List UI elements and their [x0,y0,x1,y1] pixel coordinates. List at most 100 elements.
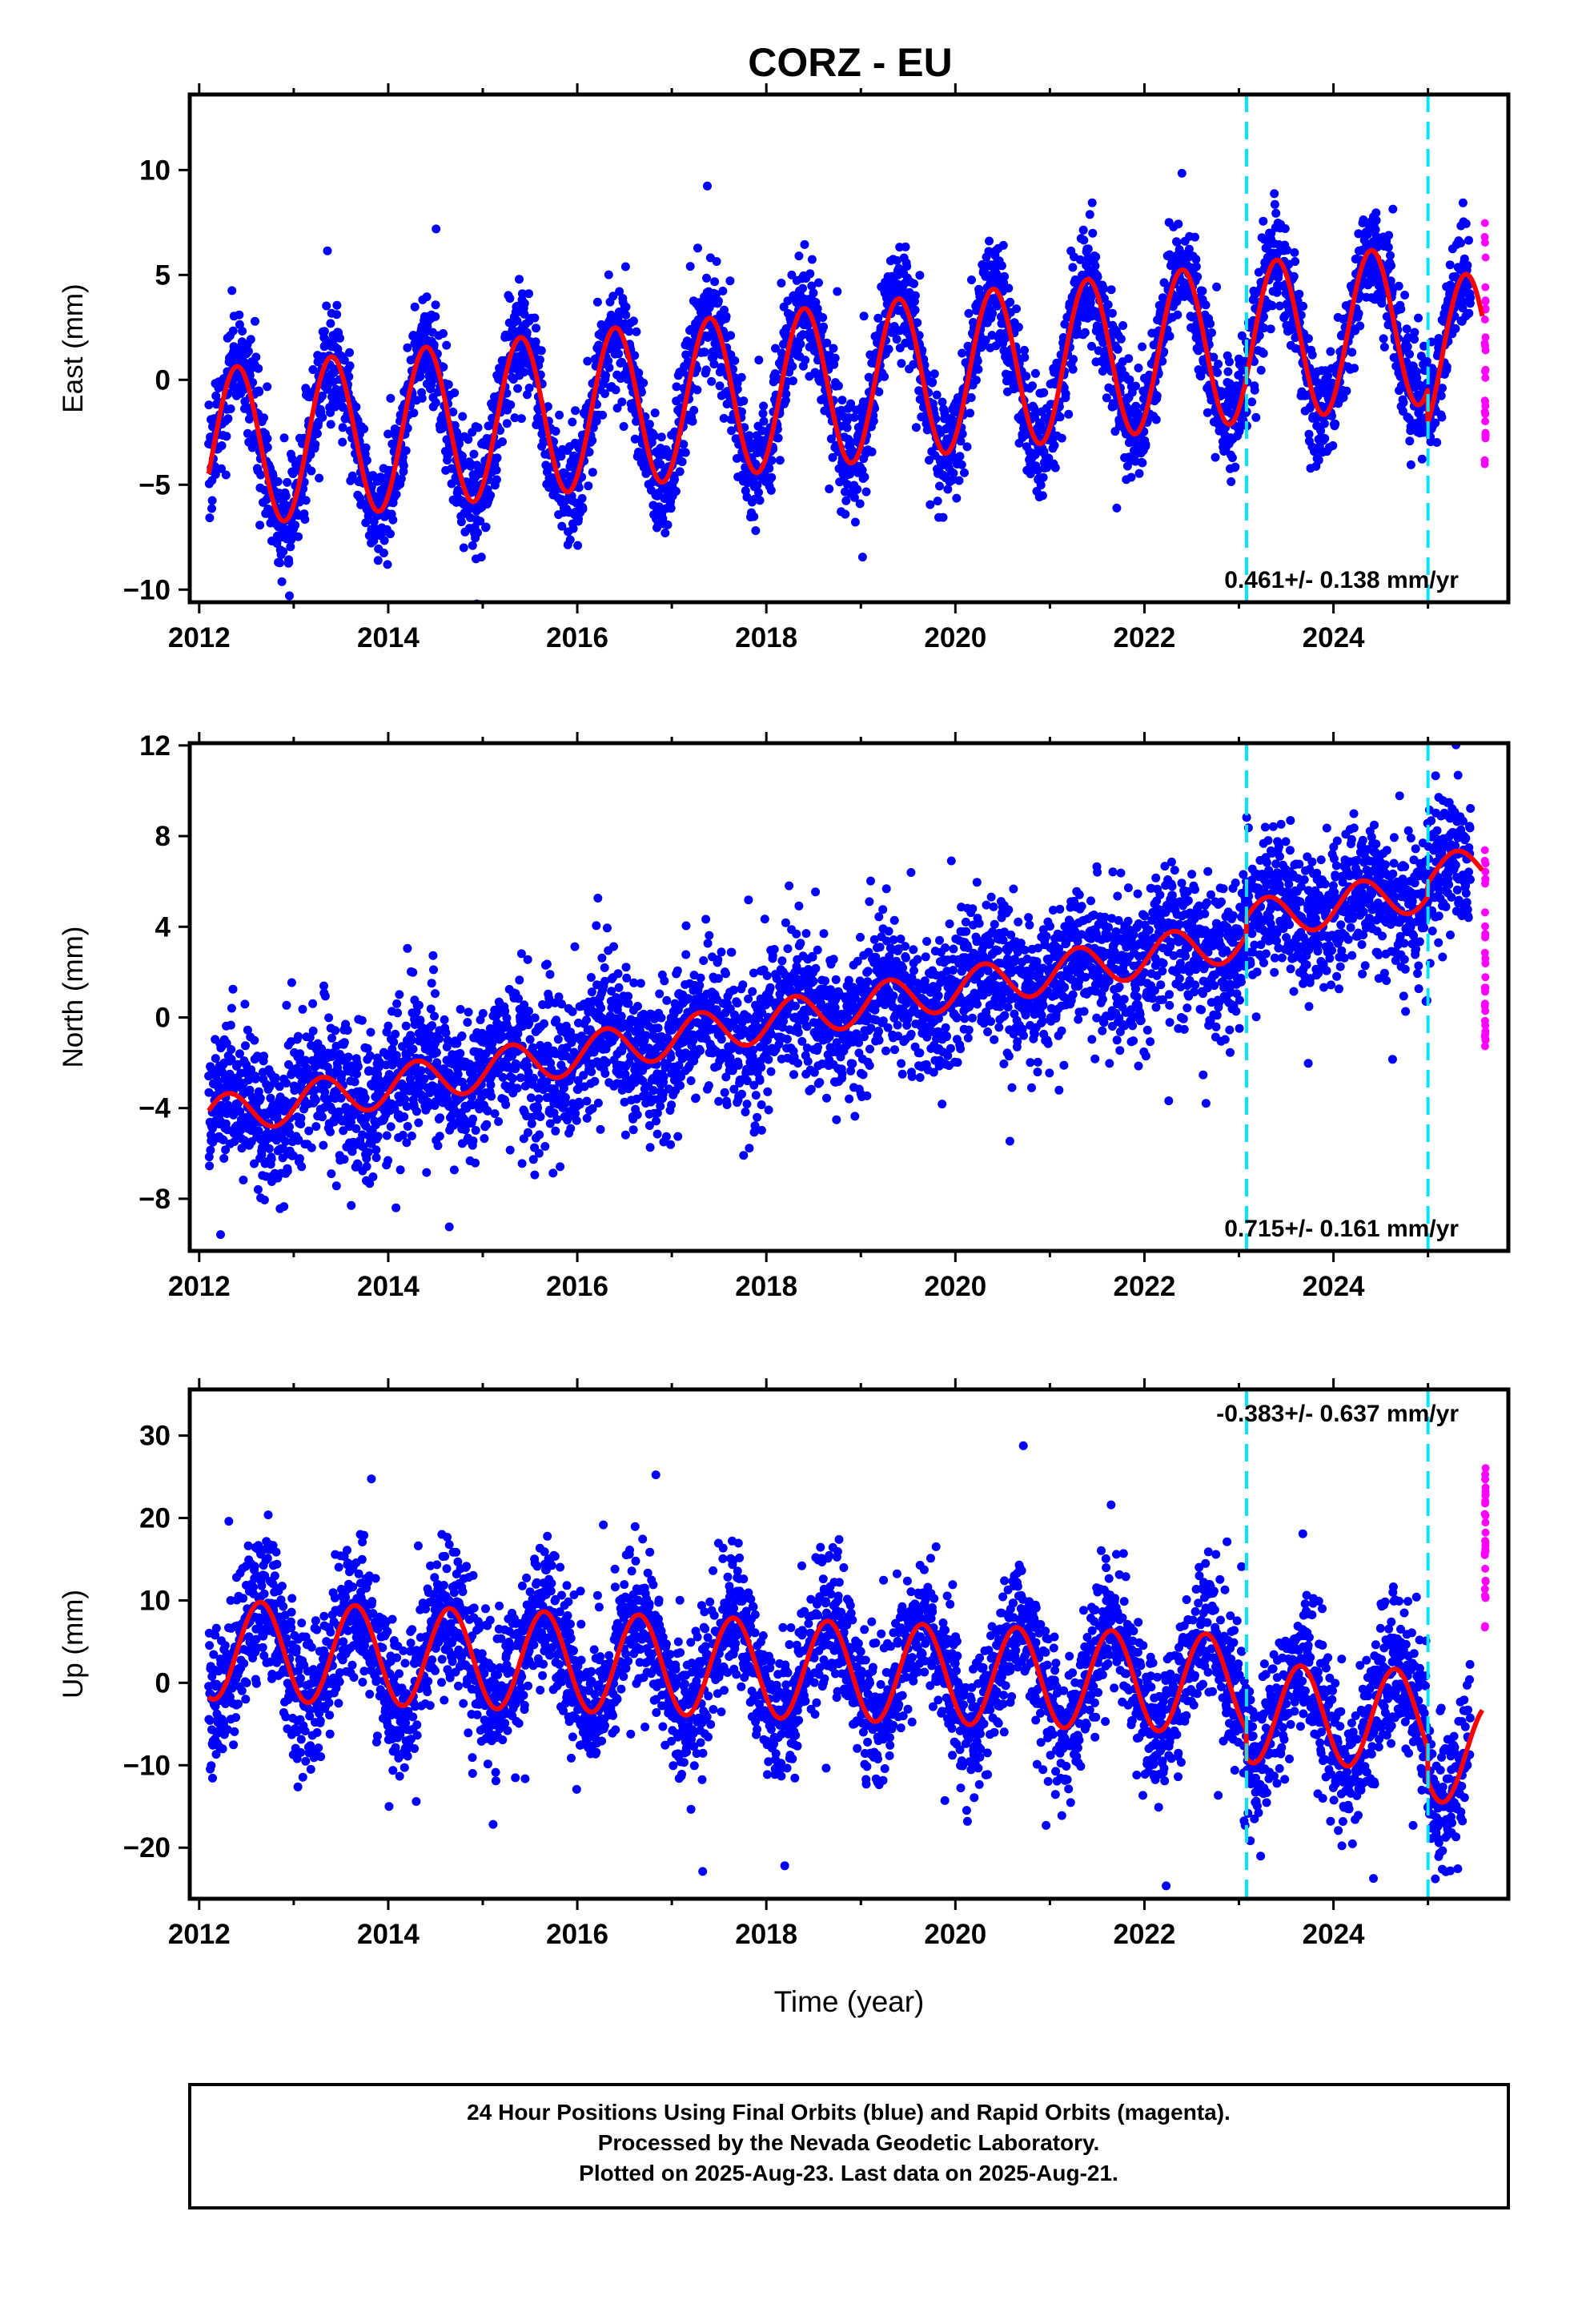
final-orbit-point [300,515,310,525]
final-orbit-point [1386,251,1395,260]
final-orbit-point [1417,454,1427,464]
final-orbit-point [228,984,238,994]
final-orbit-point [1442,362,1452,372]
final-orbit-point [584,481,593,491]
final-orbit-point [818,313,828,322]
final-orbit-point [1303,334,1313,344]
final-orbit-point [517,289,527,299]
final-orbit-point [573,541,583,550]
final-orbit-point [1355,321,1365,331]
final-orbit-point [819,322,829,332]
final-orbit-point [237,1144,247,1153]
final-orbit-point [368,1172,378,1181]
final-orbit-point [957,460,966,469]
final-orbit-point [211,470,220,479]
final-orbit-point [319,327,329,336]
final-orbit-point [789,376,797,386]
final-orbit-point [255,1093,265,1103]
final-orbit-point [1379,342,1389,352]
final-orbit-point [988,309,998,318]
final-orbit-point [512,316,522,325]
final-orbit-point [814,278,823,287]
final-orbit-point [241,1041,250,1051]
final-orbit-point [399,461,408,470]
final-orbit-point [1464,235,1473,245]
final-orbit-point [403,343,412,352]
final-orbit-point [1251,412,1261,422]
final-orbit-point [1107,308,1117,318]
final-orbit-point [1410,328,1419,337]
final-orbit-point [1038,491,1047,501]
final-orbit-point [1057,433,1066,443]
final-orbit-point [277,577,287,586]
final-orbit-point [551,427,560,436]
final-orbit-point [1289,271,1299,281]
final-orbit-point [604,356,613,366]
final-orbit-point [800,239,809,249]
final-orbit-point [226,404,235,413]
final-orbit-point [311,440,320,449]
final-orbit-point [829,344,838,353]
final-orbit-point [338,423,347,432]
final-orbit-point [403,424,412,433]
final-orbit-point [469,449,479,459]
final-orbit-point [543,402,552,412]
final-orbit-point [584,448,594,456]
final-orbit-point [284,558,294,567]
final-orbit-point [568,417,577,427]
final-orbit-point [855,499,865,509]
final-orbit-point [1271,208,1281,218]
final-orbit-point [1259,348,1268,358]
final-orbit-point [243,428,252,438]
final-orbit-point [1080,328,1090,337]
final-orbit-point [520,368,529,377]
final-orbit-point [311,1096,320,1105]
final-orbit-point [1088,228,1098,238]
final-orbit-point [386,1122,396,1132]
final-orbit-points [204,168,1476,602]
final-orbit-point [287,978,296,987]
final-orbit-point [1173,310,1182,320]
final-orbit-point [319,1140,328,1150]
final-orbit-point [1331,419,1340,428]
final-orbit-point [1436,391,1446,400]
final-orbit-point [318,1112,327,1122]
final-orbit-point [555,410,564,420]
final-orbit-point [326,408,335,417]
final-orbit-point [271,1073,280,1083]
final-orbit-point [279,1202,289,1212]
final-orbit-point [351,402,361,412]
final-orbit-point [339,1155,349,1164]
final-orbit-point [285,591,294,601]
final-orbit-point [962,442,972,452]
final-orbit-point [324,1013,334,1023]
final-orbit-point [520,309,529,319]
final-orbit-point [1126,472,1136,482]
final-orbit-point [853,485,862,494]
final-orbit-point [235,310,244,320]
final-orbit-point [1377,299,1387,308]
final-orbit-point [759,416,769,426]
final-orbit-point [251,352,261,362]
final-orbit-point [251,1074,260,1084]
final-orbit-point [1103,300,1113,309]
final-orbit-point [985,236,994,246]
rapid-orbit-point [1480,232,1489,241]
final-orbit-point [401,446,411,456]
final-orbit-point [524,289,533,299]
final-orbit-point [1165,332,1174,341]
final-orbit-point [345,361,355,371]
final-orbit-point [458,412,468,421]
final-orbit-point [291,521,300,530]
final-orbit-point [353,1062,363,1072]
final-orbit-point [1141,440,1150,449]
final-orbit-point [1350,364,1359,373]
final-orbit-point [809,288,818,298]
final-orbit-point [239,1176,248,1184]
final-orbit-point [935,481,944,491]
final-orbit-point [1039,388,1049,397]
final-orbit-point [267,1154,276,1164]
final-orbit-point [702,273,711,283]
final-orbit-point [1174,219,1183,229]
final-orbit-point [1112,503,1122,513]
